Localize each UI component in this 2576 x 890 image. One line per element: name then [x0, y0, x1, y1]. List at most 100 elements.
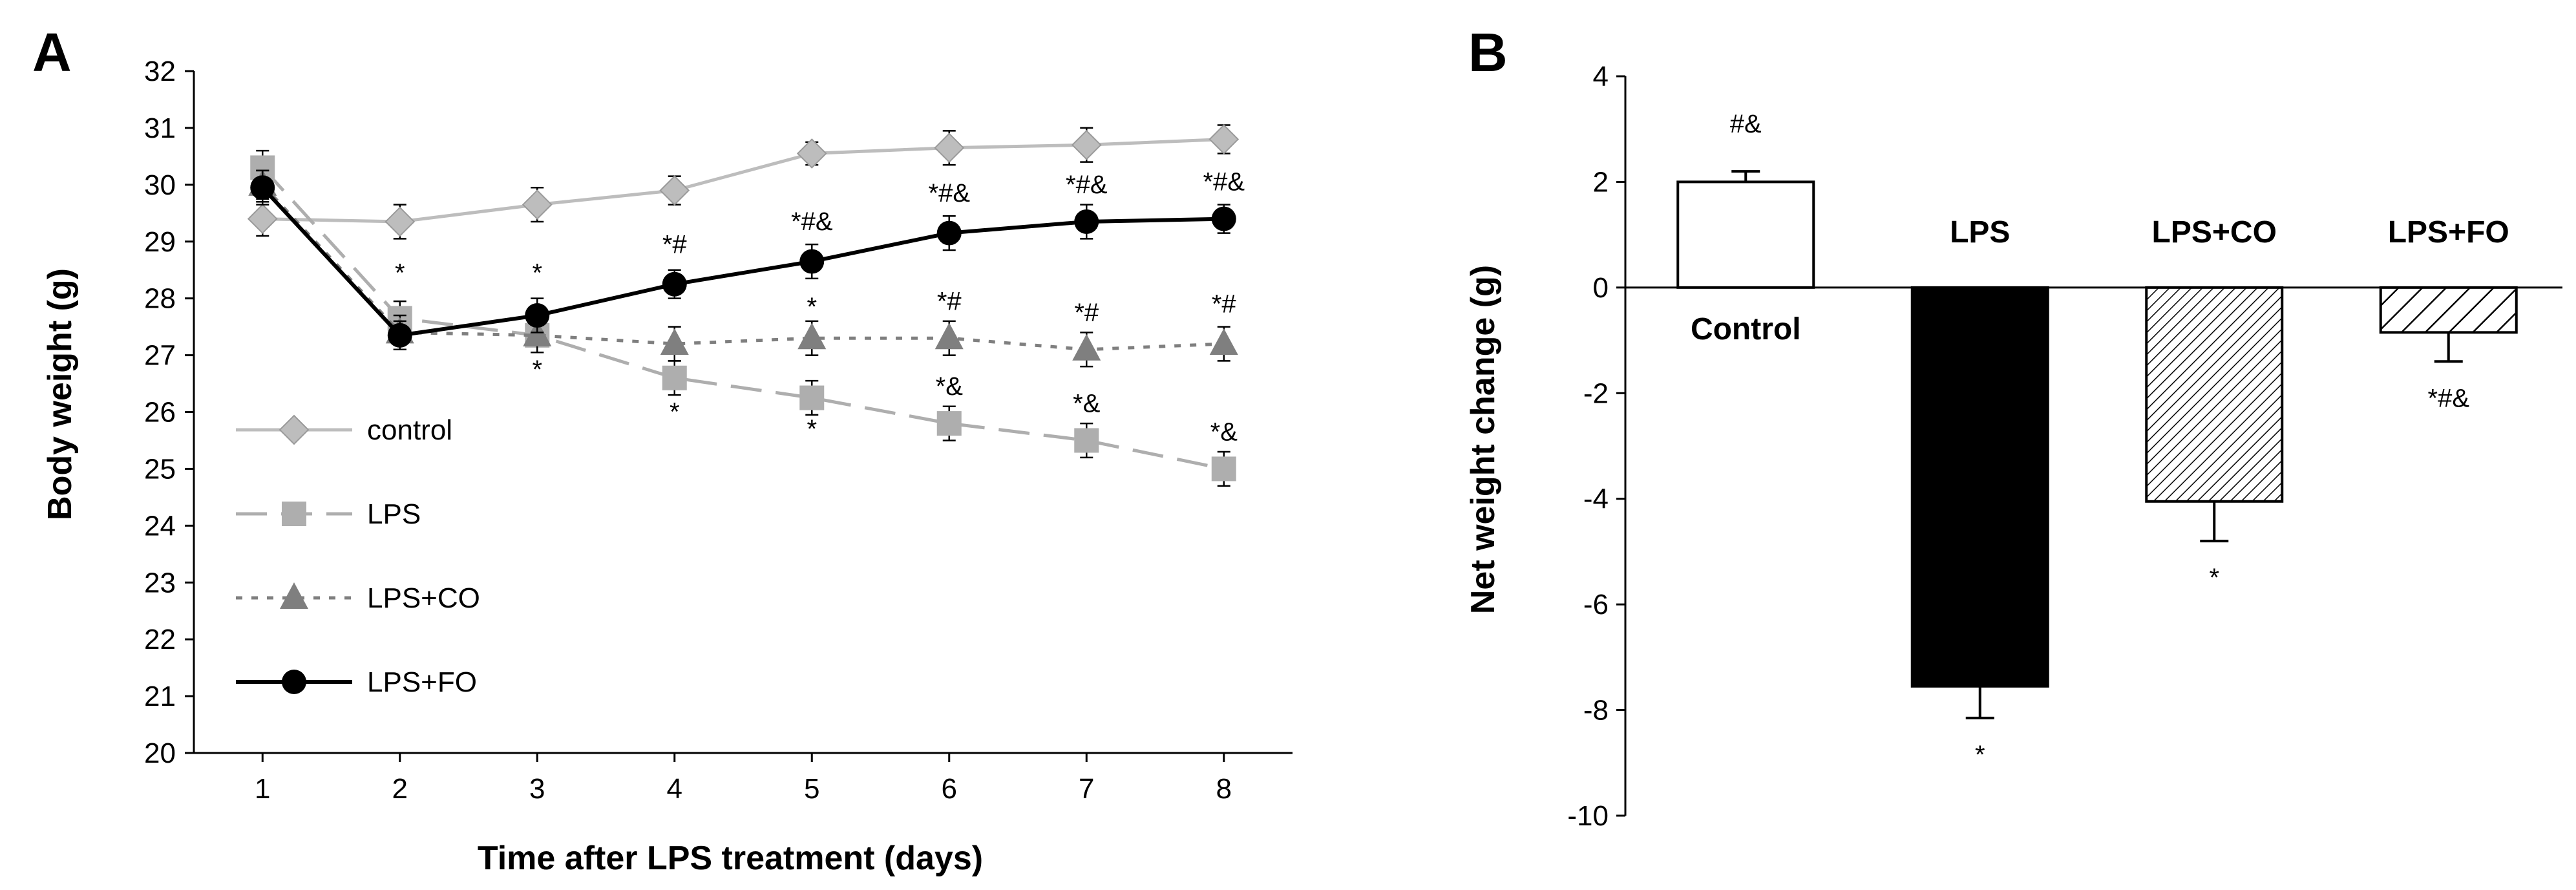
legend-marker-lps-fo — [282, 670, 306, 694]
data-point-control — [1071, 129, 1102, 160]
significance-label: * — [532, 355, 542, 384]
significance-label-lps-co: * — [2209, 564, 2219, 592]
panel-b-letter: B — [1468, 22, 1508, 83]
data-point-lps — [1211, 456, 1236, 482]
data-point-lps — [936, 411, 962, 436]
significance-label: *& — [1073, 390, 1101, 418]
significance-label: * — [670, 398, 680, 427]
bar-lps-fo — [2379, 286, 2518, 334]
panel-a-x-tick-label: 4 — [667, 773, 682, 805]
panel-a-y-tick-label: 32 — [144, 56, 176, 87]
series-line-control — [262, 138, 1224, 224]
significance-label: *#& — [791, 207, 833, 236]
category-label-lps-co: LPS+CO — [2152, 215, 2277, 249]
data-point-lps-co — [660, 328, 689, 355]
panel-b-y-tick-label: -6 — [1583, 589, 1609, 620]
panel-b-y-tick-label: 2 — [1593, 166, 1609, 198]
data-point-lps-fo — [662, 271, 687, 297]
data-point-control — [522, 189, 553, 220]
significance-label: * — [395, 259, 405, 287]
panel-b-category-labels: Control LPS LPS+CO LPS+FO — [1691, 215, 2509, 346]
significance-label: *# — [1074, 299, 1099, 327]
legend-marker-control — [279, 414, 310, 445]
series-line-lps-fo — [261, 186, 1224, 337]
bar-control — [1676, 180, 1815, 289]
significance-label: *& — [1210, 418, 1238, 446]
significance-label: *#& — [1203, 168, 1245, 196]
panel-a-x-tick-label: 5 — [804, 773, 819, 805]
category-label-control: Control — [1691, 312, 1801, 346]
legend-marker-lps-co — [280, 582, 308, 609]
panel-a-y-tick-label: 21 — [144, 681, 176, 712]
panel-a-x-tick-label: 6 — [942, 773, 957, 805]
data-point-control — [247, 204, 278, 234]
data-point-lps-co — [1209, 328, 1238, 355]
panel-b-y-tick-label: -4 — [1583, 483, 1609, 515]
data-point-control — [796, 138, 827, 169]
significance-label: * — [807, 293, 817, 321]
panel-a-y-tick-label: 24 — [144, 510, 176, 542]
significance-label-control: #& — [1730, 110, 1762, 138]
significance-label-lps-fo: *#& — [2428, 384, 2470, 412]
data-point-lps — [1074, 428, 1099, 453]
significance-label-lps: * — [1975, 741, 1985, 769]
significance-label: *& — [936, 372, 964, 401]
significance-label: *# — [662, 230, 688, 259]
panel-a-y-tick-label: 23 — [144, 567, 176, 599]
panel-a-y-tick-label: 27 — [144, 340, 176, 372]
data-point-control — [1209, 124, 1240, 154]
panel-a-axes — [185, 70, 1293, 762]
panel-b-bar-chart: B -10 -8 -6 -4 -2 0 2 4 Net weight change (g) C… — [1464, 22, 2562, 832]
panel-b-bars — [1676, 170, 2518, 719]
data-point-lps-fo — [799, 249, 825, 274]
series-lps — [250, 149, 1236, 487]
significance-label: *#& — [1066, 171, 1108, 199]
series-control — [247, 124, 1240, 240]
legend-label-control: control — [367, 414, 452, 446]
panel-b-significance-marks: #& * * *#& — [1730, 110, 2470, 769]
data-point-lps — [662, 365, 687, 390]
panel-a-x-tick-label: 3 — [529, 773, 545, 805]
data-point-lps-co — [797, 323, 827, 350]
panel-a-x-tick-label: 1 — [255, 773, 270, 805]
panel-a-y-tick-label: 25 — [144, 453, 176, 485]
data-point-lps-fo — [936, 220, 962, 246]
panel-a-y-tick-label: 31 — [144, 112, 176, 144]
panel-b-y-tick-label: 0 — [1593, 272, 1609, 304]
data-point-lps-fo — [525, 303, 550, 328]
panel-a-y-tick-label: 26 — [144, 397, 176, 429]
data-point-control — [934, 132, 965, 164]
panel-b-y-tick-label: 4 — [1593, 61, 1609, 92]
panel-a-x-tick-labels: 1 2 3 4 5 6 7 8 — [255, 773, 1232, 805]
panel-a-y-tick-label: 22 — [144, 624, 176, 655]
significance-label: *# — [1212, 290, 1237, 319]
series-lps-fo — [250, 169, 1236, 351]
panel-b-y-axis-label: Net weight change (g) — [1464, 265, 1502, 614]
significance-label: *#& — [929, 179, 971, 207]
series-line-lps-co — [261, 184, 1224, 352]
panel-b-y-tick-labels: -10 -8 -6 -4 -2 0 2 4 — [1567, 61, 1609, 832]
significance-label: * — [532, 259, 542, 287]
category-label-lps: LPS — [1950, 215, 2010, 249]
category-label-lps-fo: LPS+FO — [2388, 215, 2509, 249]
panel-a-series — [247, 124, 1240, 487]
panel-a-legend: control LPS LPS+CO LPS+FO — [236, 414, 480, 698]
data-point-control — [385, 206, 416, 237]
panel-b-y-tick-label: -2 — [1583, 377, 1609, 409]
panel-a-y-tick-label: 29 — [144, 226, 176, 258]
legend-label-lps: LPS — [367, 498, 421, 530]
legend-label-lps-co: LPS+CO — [367, 582, 480, 614]
panel-a-x-tick-label: 7 — [1079, 773, 1094, 805]
data-point-lps-co — [934, 323, 964, 350]
panel-a-significance-marks: * * * *# * *#& * * *#& *# *& *#& *# *& *#& *# *& — [395, 168, 1245, 447]
data-point-lps-fo — [250, 175, 275, 200]
series-line-lps — [261, 166, 1225, 471]
data-point-lps-fo — [1211, 206, 1236, 231]
significance-label: * — [807, 415, 817, 443]
data-point-lps-co — [1072, 334, 1101, 361]
bar-lps-co — [2145, 286, 2284, 503]
data-point-control — [659, 175, 690, 206]
panel-a-y-axis-label: Body weight (g) — [41, 268, 79, 520]
